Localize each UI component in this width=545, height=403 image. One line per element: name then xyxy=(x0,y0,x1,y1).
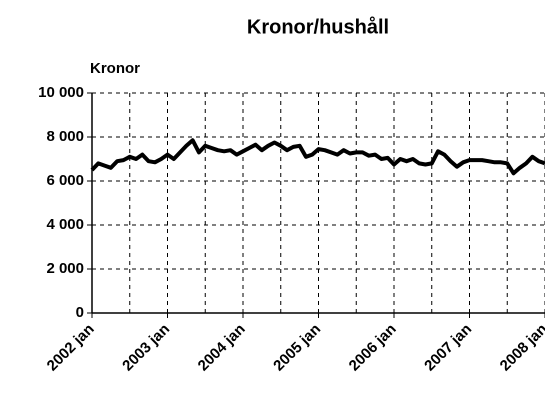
y-tick-label: 8 000 xyxy=(46,128,84,145)
x-tick-label: 2008 jan xyxy=(497,321,545,375)
y-axis-title: Kronor xyxy=(90,60,140,77)
x-tick-label: 2007 jan xyxy=(421,321,475,375)
y-tick-label: 4 000 xyxy=(46,216,84,233)
x-tick-label: 2006 jan xyxy=(346,321,400,375)
x-tick-label: 2003 jan xyxy=(119,321,173,375)
x-tick-label: 2005 jan xyxy=(270,321,324,375)
y-tick-label: 10 000 xyxy=(38,84,84,101)
series-line xyxy=(90,138,545,176)
y-tick-label: 2 000 xyxy=(46,260,84,277)
x-tick-label: 2004 jan xyxy=(195,321,249,375)
x-tick-label: 2002 jan xyxy=(44,321,98,375)
y-tick-label: 0 xyxy=(76,304,84,321)
y-tick-label: 6 000 xyxy=(46,172,84,189)
chart-title: Kronor/hushåll xyxy=(247,15,389,38)
